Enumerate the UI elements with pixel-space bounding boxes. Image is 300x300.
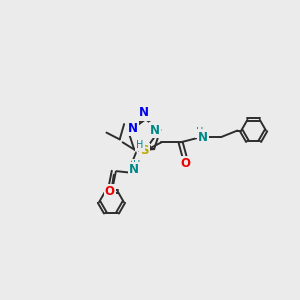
Text: N: N	[198, 130, 208, 143]
Text: H: H	[136, 140, 144, 150]
Text: O: O	[181, 157, 190, 170]
Text: H: H	[196, 127, 203, 137]
Text: N: N	[129, 163, 139, 176]
Text: S: S	[140, 144, 148, 157]
Text: N: N	[128, 122, 138, 135]
Text: N: N	[150, 124, 160, 136]
Text: H: H	[133, 160, 140, 170]
Text: O: O	[105, 185, 115, 198]
Text: N: N	[139, 106, 148, 119]
